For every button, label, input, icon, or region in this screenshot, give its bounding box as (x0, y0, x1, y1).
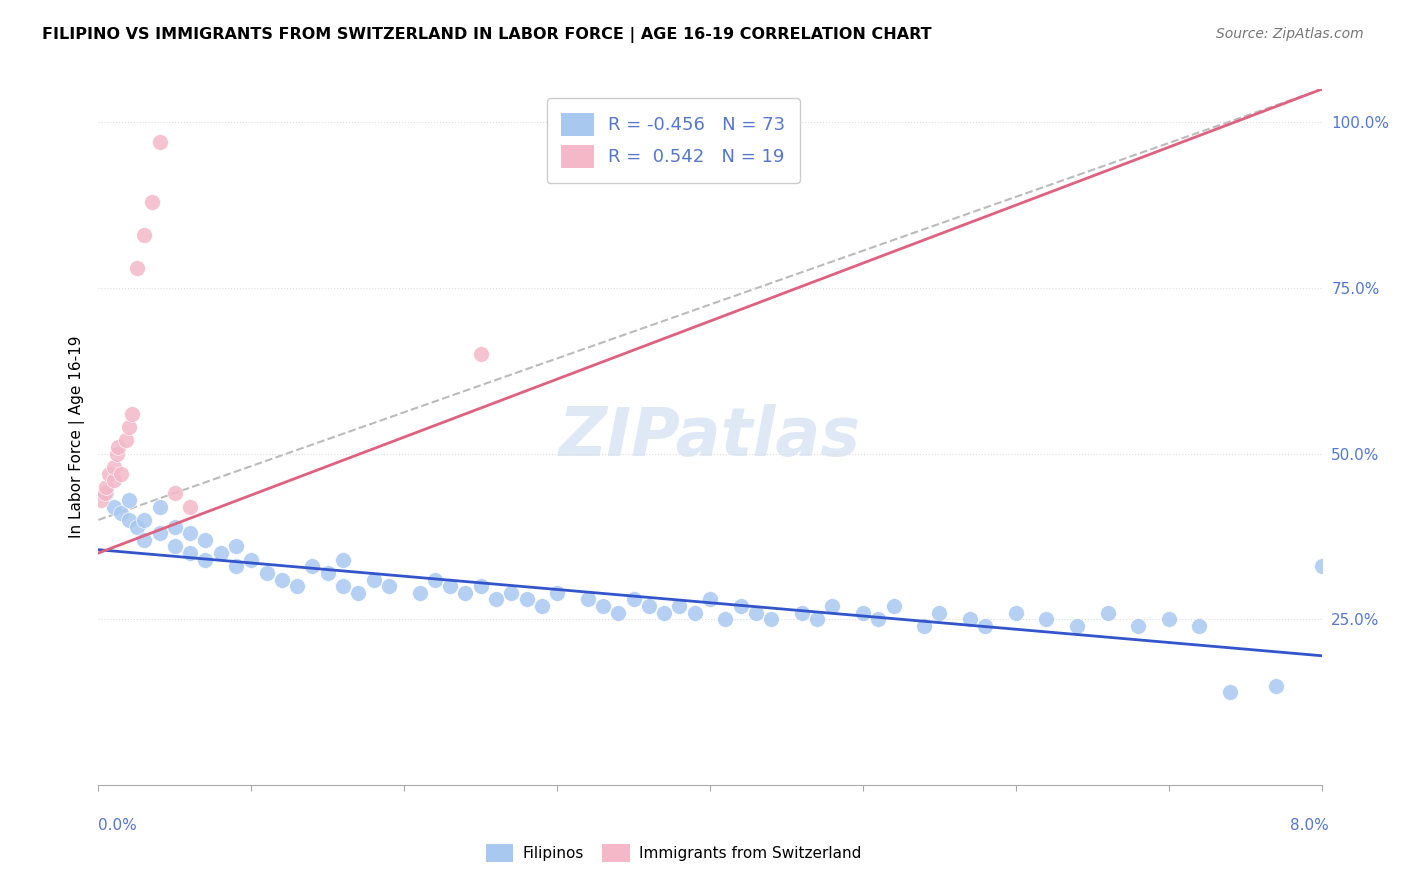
Point (332, 552, 354, 566)
Point (470, 579, 492, 593)
Point (423, 573, 446, 587)
Point (806, 612, 828, 626)
Point (912, 619, 935, 633)
Point (134, 513, 156, 527)
Point (745, 606, 768, 620)
Point (852, 606, 875, 620)
Point (118, 493, 141, 508)
Point (103, 500, 125, 514)
Point (1066, 619, 1088, 633)
Point (163, 486, 186, 500)
Point (110, 467, 132, 481)
Point (959, 612, 981, 626)
Point (98, 467, 121, 481)
Point (179, 500, 201, 514)
Point (1128, 619, 1150, 633)
Point (149, 135, 172, 149)
Point (883, 599, 905, 613)
Point (668, 599, 690, 613)
Point (316, 566, 339, 580)
Point (121, 407, 143, 421)
Point (699, 592, 721, 607)
Point (163, 540, 186, 554)
Point (1097, 606, 1119, 620)
Point (454, 586, 477, 600)
Point (225, 559, 247, 574)
Point (301, 559, 323, 574)
Text: 0.0%: 0.0% (98, 818, 138, 832)
Point (363, 573, 385, 587)
Point (256, 566, 278, 580)
Point (546, 586, 568, 600)
Point (730, 599, 752, 613)
Point (134, 533, 156, 547)
Point (821, 599, 844, 613)
Point (928, 606, 950, 620)
Point (163, 519, 186, 533)
Point (94, 486, 117, 500)
Text: 8.0%: 8.0% (1289, 818, 1329, 832)
Point (347, 586, 370, 600)
Point (974, 619, 997, 633)
Point (332, 579, 354, 593)
Point (107, 440, 129, 454)
Point (179, 526, 201, 541)
Point (240, 552, 263, 566)
Point (118, 420, 141, 434)
Point (209, 546, 232, 560)
Point (1310, 559, 1333, 574)
Point (652, 606, 675, 620)
Point (225, 540, 247, 554)
Point (1188, 619, 1211, 633)
Text: ZIPatlas: ZIPatlas (560, 404, 860, 470)
Point (637, 599, 661, 613)
Point (149, 526, 172, 541)
Text: Source: ZipAtlas.com: Source: ZipAtlas.com (1216, 27, 1364, 41)
Point (623, 592, 645, 607)
Point (93, 486, 115, 500)
Text: FILIPINO VS IMMIGRANTS FROM SWITZERLAND IN LABOR FORCE | AGE 16-19 CORRELATION C: FILIPINO VS IMMIGRANTS FROM SWITZERLAND … (42, 27, 932, 43)
Point (103, 459, 125, 474)
Point (1157, 612, 1180, 626)
Point (516, 592, 538, 607)
Point (194, 533, 217, 547)
Y-axis label: In Labor Force | Age 16-19: In Labor Force | Age 16-19 (69, 335, 84, 539)
Point (683, 606, 706, 620)
Point (868, 612, 890, 626)
Point (470, 347, 492, 361)
Point (1035, 612, 1057, 626)
Point (285, 579, 308, 593)
Point (125, 261, 148, 276)
Point (194, 552, 217, 566)
Point (125, 519, 148, 533)
Point (270, 573, 294, 587)
Point (118, 513, 141, 527)
Point (134, 227, 156, 242)
Point (90, 493, 112, 508)
Point (94, 480, 117, 494)
Point (149, 500, 172, 514)
Point (1264, 679, 1286, 693)
Point (759, 612, 782, 626)
Point (530, 599, 553, 613)
Point (607, 606, 630, 620)
Point (576, 592, 599, 607)
Point (485, 592, 508, 607)
Point (115, 434, 138, 448)
Point (1004, 606, 1026, 620)
Legend: Filipinos, Immigrants from Switzerland: Filipinos, Immigrants from Switzerland (479, 838, 868, 868)
Point (408, 586, 430, 600)
Point (378, 579, 401, 593)
Point (714, 612, 737, 626)
Point (105, 447, 128, 461)
Point (439, 579, 461, 593)
Point (1219, 685, 1241, 699)
Point (501, 586, 523, 600)
Point (103, 473, 125, 487)
Point (110, 506, 132, 520)
Point (790, 606, 813, 620)
Point (141, 194, 163, 209)
Point (179, 546, 201, 560)
Point (592, 599, 614, 613)
